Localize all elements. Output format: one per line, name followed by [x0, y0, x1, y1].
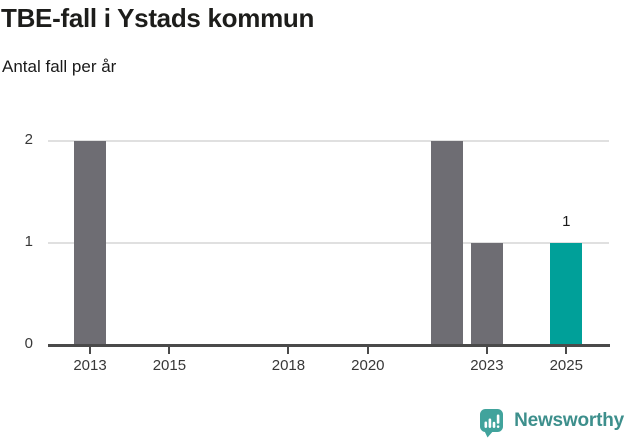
gridline-y-2	[48, 140, 609, 142]
x-tick-2018	[287, 347, 290, 354]
y-tick-label-2: 2	[24, 131, 33, 148]
newsworthy-brand-text: Newsworthy	[514, 410, 624, 431]
x-tick-label-2025: 2025	[549, 357, 583, 374]
bar-2013	[74, 141, 106, 345]
x-tick-2023	[485, 347, 488, 354]
x-tick-label-2015: 2015	[152, 357, 187, 374]
chart-subtitle: Antal fall per år	[2, 57, 117, 76]
x-tick-label-2020: 2020	[351, 357, 385, 374]
x-tick-2015	[168, 347, 171, 354]
bar-2025	[550, 243, 583, 345]
x-tick-label-2018: 2018	[271, 357, 306, 374]
x-axis-line	[48, 344, 610, 347]
y-tick-label-0: 0	[24, 335, 33, 352]
x-tick-label-2013: 2013	[73, 357, 107, 374]
chart-title: TBE-fall i Ystads kommun	[1, 3, 315, 33]
y-tick-label-1: 1	[24, 233, 33, 250]
x-tick-2020	[366, 347, 369, 354]
x-tick-2025	[565, 347, 568, 354]
bar-2023	[470, 243, 503, 345]
bar-value-label-2025: 1	[562, 213, 571, 230]
gridline-y-1	[48, 242, 609, 244]
x-tick-2013	[89, 347, 91, 354]
newsworthy-logo-icon	[480, 409, 504, 438]
logo-bars-and-exclamation	[484, 414, 500, 428]
bar-2022	[431, 141, 464, 345]
x-tick-label-2023: 2023	[470, 357, 504, 374]
newsworthy-logo: Newsworthy	[480, 409, 624, 438]
